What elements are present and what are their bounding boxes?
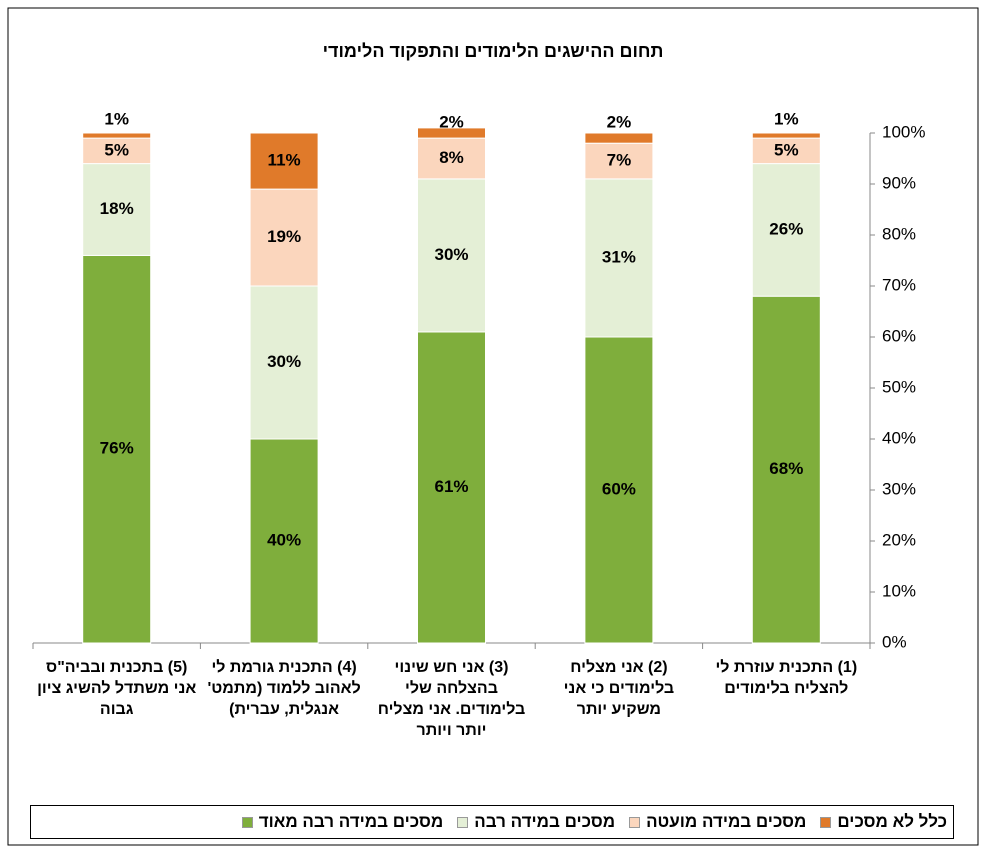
bar-segment [249,285,319,440]
legend-item: מסכים במידה מועטה [629,812,806,832]
bar-segment [584,132,654,144]
y-tick-label: 50% [882,377,916,396]
bar-segment [417,178,486,333]
value-label: 30% [267,352,301,371]
bar-segment [584,336,654,644]
legend-swatch [457,816,469,828]
y-tick-label: 30% [882,479,916,498]
x-tick-label: (3) אני חש שינוי בהצלחה שלי בלימודים. אנ… [377,659,526,739]
legend-swatch [629,816,641,828]
bar-segment [82,254,152,644]
value-label: 19% [267,227,301,246]
legend-item: מסכים במידה רבה מאוד [241,812,444,832]
x-tick-label: (5) בתכנית ובביה"ס אני משתדל להשיג ציון … [37,659,197,718]
value-label: 11% [268,151,301,170]
value-label: 2% [439,112,464,131]
value-label: 31% [602,247,636,266]
legend-text: מסכים במידה רבה מאוד [258,812,444,831]
legend-text: כלל לא מסכים [837,812,947,831]
bar-segment [249,438,319,644]
value-label: 68% [769,459,803,478]
y-tick-label: 20% [882,530,916,549]
bar-segment [751,137,821,165]
value-label: 1% [774,109,799,128]
y-tick-label: 90% [882,173,916,192]
y-tick-label: 70% [882,275,916,294]
bar-segment [249,132,319,190]
bar-segment [417,331,486,644]
legend-item: כלל לא מסכים [820,812,947,832]
legend-text: מסכים במידה מועטה [646,812,807,831]
value-label: 5% [104,140,129,159]
bar-segment [751,163,821,297]
value-label: 60% [602,479,636,498]
y-tick-label: 80% [882,224,916,243]
bar-segment [82,163,152,256]
bar-segment [82,132,152,139]
value-label: 2% [607,112,632,131]
value-label: 8% [439,148,464,167]
value-label: 18% [100,199,134,218]
bar-segment [417,137,486,180]
x-tick-label: (2) אני מצליח בלימודים כי אני משקיע יותר [563,659,675,718]
legend-text: מסכים במידה רבה [474,812,616,831]
bar-segment [417,127,486,139]
y-tick-label: 0% [882,632,907,651]
y-tick-label: 100% [882,122,925,141]
y-tick-label: 40% [882,428,916,447]
value-label: 5% [774,140,799,159]
value-label: 7% [607,151,632,170]
x-tick-label: (4) התכנית גורמת לי לאהוב ללמוד (מתמט' א… [207,659,361,718]
value-label: 61% [434,477,468,496]
bar-segment [751,132,821,139]
value-label: 30% [434,245,468,264]
value-label: 1% [104,109,129,128]
value-label: 76% [100,439,134,458]
value-label: 40% [267,530,301,549]
bar-segment [584,142,654,180]
bar-segment [751,295,821,644]
legend-item: מסכים במידה רבה [457,812,615,832]
y-tick-label: 10% [882,581,916,600]
legend-swatch [820,816,832,828]
y-tick-label: 60% [882,326,916,345]
chart-title: תחום ההישגים הלימודים והתפקוד הלימודי [323,41,664,61]
x-tick-label: (1) התכנית עוזרת לי להצליח בלימודים [715,659,858,697]
value-label: 26% [769,219,803,238]
legend: כלל לא מסכים מסכים במידה מועטה מסכים במידה… [30,805,954,839]
legend-swatch [241,816,253,828]
